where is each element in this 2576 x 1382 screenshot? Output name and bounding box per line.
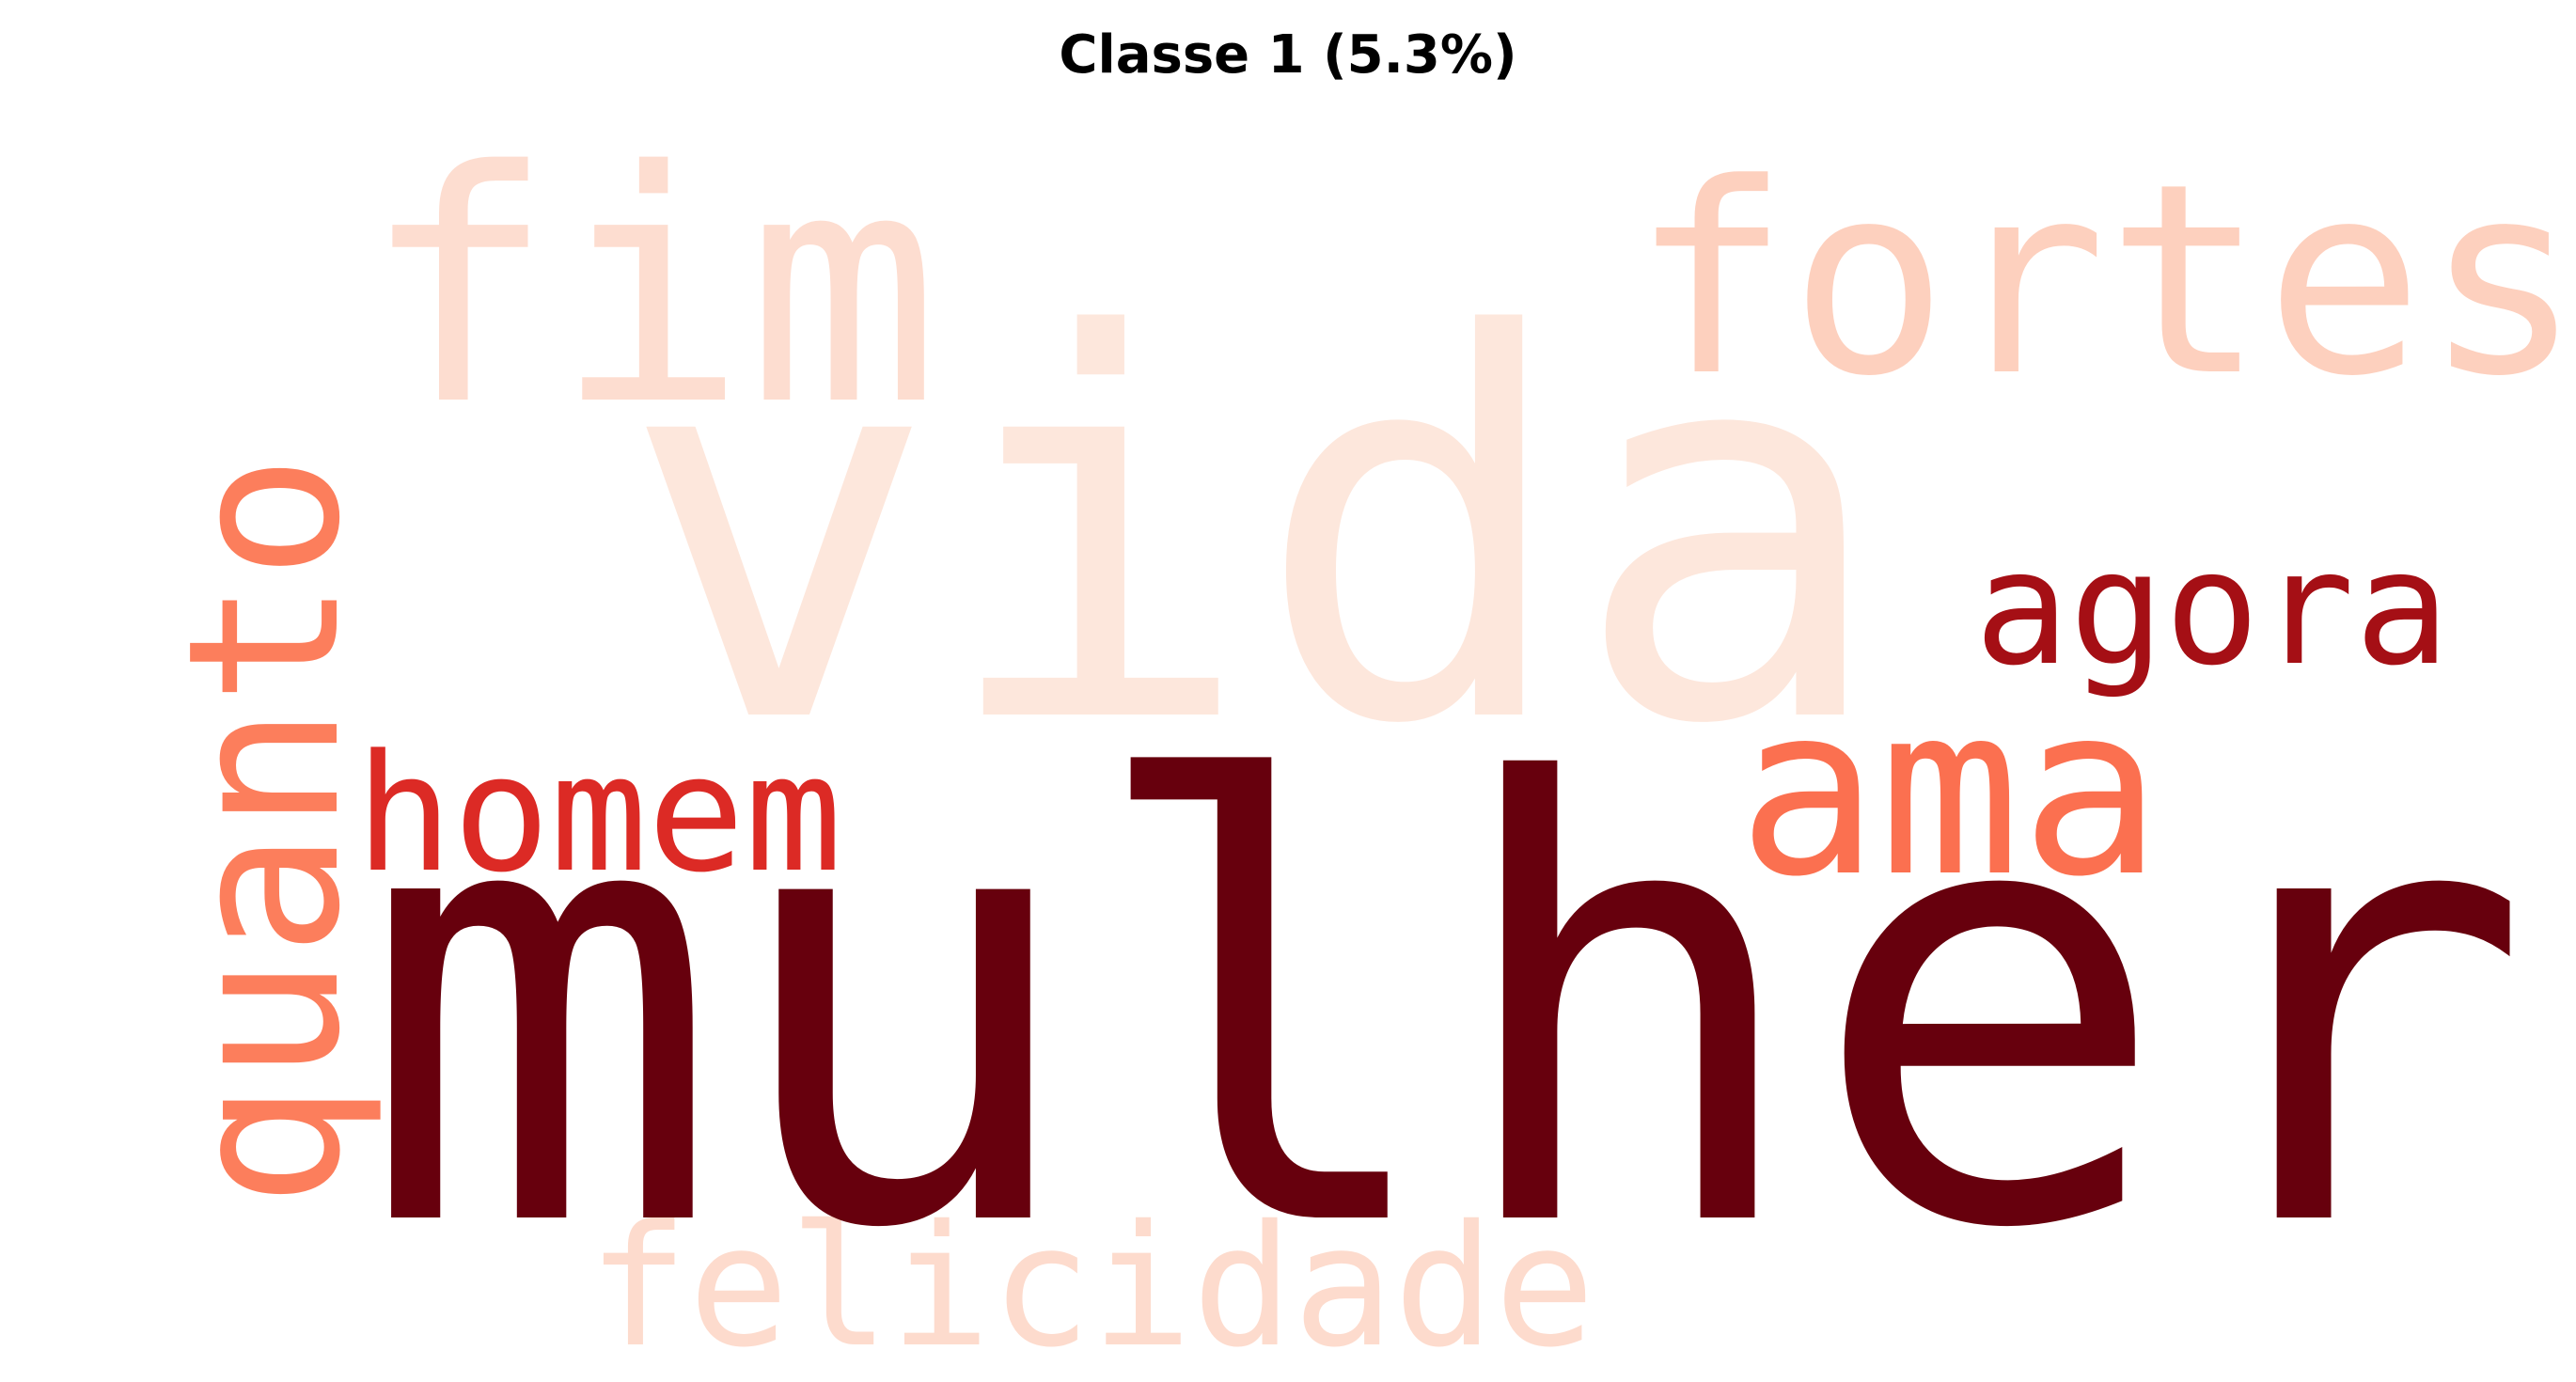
word-felicidade: felicidade	[588, 1189, 1595, 1382]
word-fim: fim	[362, 103, 939, 476]
word-vida: vida	[620, 227, 1889, 840]
word-mulher: mulher	[359, 659, 2533, 1359]
word-homem: homem	[355, 719, 842, 908]
word-ama: ama	[1737, 654, 2162, 928]
word-quanto: quanto	[144, 454, 386, 1208]
word-agora: agora	[1974, 516, 2450, 700]
chart-title: Classe 1 (5.3%)	[1059, 24, 1517, 86]
word-fortes: fortes	[1631, 128, 2576, 434]
